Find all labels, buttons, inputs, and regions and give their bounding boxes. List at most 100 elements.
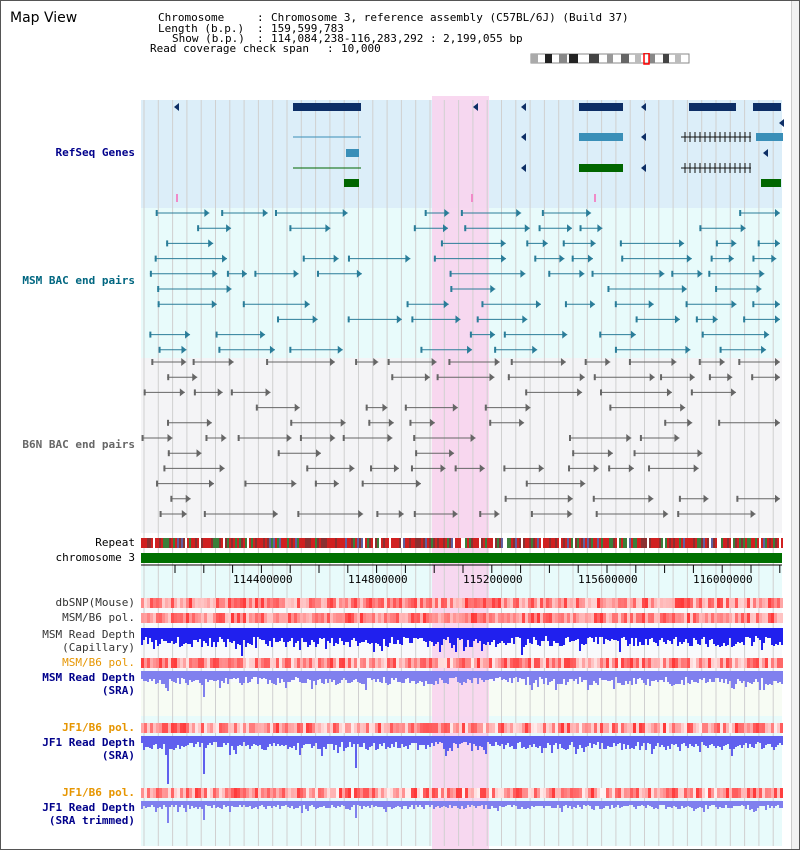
repeat-segment [257, 538, 259, 548]
heat-cell [288, 723, 291, 733]
heat-cell [156, 723, 159, 733]
heat-cell [582, 613, 585, 623]
depth-bar [653, 801, 655, 809]
bac-end-arrow [681, 285, 687, 293]
depth-bar [455, 736, 457, 744]
depth-bar [745, 801, 747, 809]
depth-bar [335, 801, 337, 808]
bac-end-tick [163, 465, 166, 472]
depth-bar [321, 671, 323, 683]
heat-cell [273, 658, 276, 668]
heat-cell [222, 598, 225, 608]
depth-bar [501, 628, 503, 641]
depth-bar [503, 736, 505, 749]
repeat-segment [565, 538, 567, 548]
depth-bar [577, 628, 579, 639]
depth-bar [443, 628, 445, 639]
bac-end-arrow [489, 373, 495, 382]
heat-cell [321, 658, 324, 668]
heat-cell [687, 788, 690, 798]
depth-bar [533, 801, 535, 807]
heat-cell [222, 788, 225, 798]
depth-bar [281, 736, 283, 745]
depth-bar [275, 801, 277, 807]
bac-end-arrow [185, 330, 191, 339]
depth-bar [457, 628, 459, 638]
heat-cell [390, 613, 393, 623]
b6n-bac-label[interactable]: B6N BAC end pairs [22, 438, 135, 451]
depth-bar [595, 801, 597, 806]
repeat-segment [171, 538, 173, 548]
heat-cell [393, 613, 396, 623]
repeat-segment [275, 538, 277, 548]
heat-cell [669, 788, 672, 798]
heat-cell [276, 788, 279, 798]
chromosome-ideogram[interactable] [529, 53, 691, 65]
depth-bar [673, 736, 675, 745]
bac-end-tick [193, 389, 196, 396]
heat-cell [420, 613, 423, 623]
depth-bar [469, 736, 471, 743]
heat-cell [207, 658, 210, 668]
repeat-segment [195, 538, 197, 548]
bac-end-tick [752, 255, 755, 262]
repeat-segment [447, 538, 449, 548]
depth-bar [643, 801, 645, 806]
heat-cell [450, 658, 453, 668]
depth-bar [313, 671, 315, 681]
repeat-segment [473, 538, 475, 548]
heat-cell [447, 658, 450, 668]
bac-end-tick [413, 225, 416, 232]
depth-bar [489, 671, 491, 679]
depth-bar [559, 801, 561, 808]
repeat-segment [705, 538, 707, 548]
heat-cell [189, 613, 192, 623]
heat-cell [573, 788, 576, 798]
heat-cell [564, 598, 567, 608]
msm-bac-label[interactable]: MSM BAC end pairs [22, 274, 135, 287]
heat-cell [216, 658, 219, 668]
bac-end-arrow [579, 269, 585, 278]
repeat-segment [659, 538, 661, 548]
bac-end-tick [167, 450, 170, 457]
heat-cell [465, 613, 468, 623]
bac-end-tick [387, 359, 390, 365]
depth-bar [379, 736, 381, 744]
right-scrollbar[interactable] [791, 1, 799, 849]
bac-end-arrow [649, 373, 655, 382]
heat-cell [525, 723, 528, 733]
depth-bar [597, 671, 599, 685]
depth-bar [599, 801, 601, 809]
depth-bar [193, 671, 195, 681]
bac-end-tick [698, 359, 701, 365]
bac-end-tick [591, 270, 594, 277]
depth-bar [395, 671, 397, 678]
heat-cell [291, 658, 294, 668]
heat-cell [423, 598, 426, 608]
heat-cell [762, 788, 765, 798]
heat-cell [516, 598, 519, 608]
depth-bar [219, 736, 221, 747]
heat-cell [549, 658, 552, 668]
depth-bar [753, 671, 755, 682]
depth-bar [773, 801, 775, 808]
depth-bar [635, 801, 637, 809]
heat-cell [498, 658, 501, 668]
bac-end-tick [155, 210, 158, 216]
depth-bar [575, 736, 577, 754]
depth-bar [285, 628, 287, 647]
depth-bar [221, 801, 223, 809]
heat-cell [687, 613, 690, 623]
depth-bar [639, 628, 641, 642]
refseq-genes-label[interactable]: RefSeq Genes [55, 146, 135, 159]
heat-cell [594, 613, 597, 623]
heat-cell [693, 598, 696, 608]
depth-bar [363, 736, 365, 743]
depth-bar [163, 736, 165, 744]
repeat-segment [555, 538, 557, 548]
heat-cell [510, 788, 513, 798]
depth-bar [259, 628, 261, 639]
depth-bar [511, 671, 513, 683]
depth-bar [533, 671, 535, 683]
